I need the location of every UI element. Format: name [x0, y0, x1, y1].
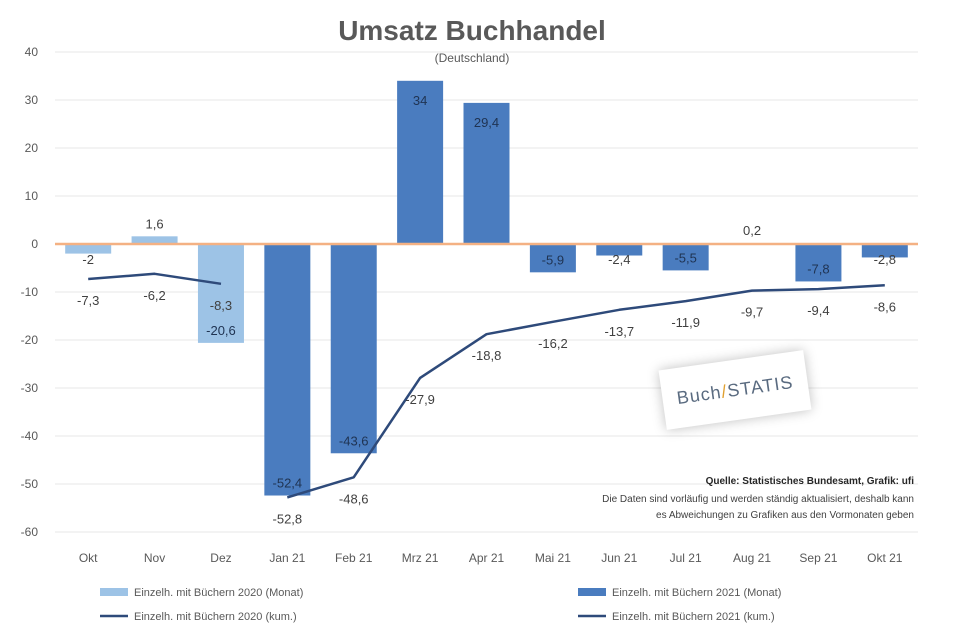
- bar-data-label: -5,9: [542, 252, 564, 267]
- bar-data-label: -20,6: [206, 323, 236, 338]
- y-tick-label: -20: [21, 333, 39, 347]
- x-tick-label: Jul 21: [670, 551, 702, 565]
- x-tick-label: Dez: [210, 551, 231, 565]
- x-tick-label: Okt: [79, 551, 98, 565]
- series-line: [88, 272, 222, 286]
- bar: [264, 244, 311, 496]
- legend-swatch: [578, 588, 606, 596]
- bar: [861, 244, 908, 258]
- data-labels: -2 1,6 -20,6 -52,4 -43,6 34 29,4 -5,9 -2,4 -5,5 0,…: [77, 93, 896, 527]
- bar: [65, 244, 112, 254]
- line-data-label: -27,9: [405, 392, 435, 407]
- x-tick-label: Jun 21: [601, 551, 637, 565]
- legend-swatch: [100, 588, 128, 596]
- x-tick-label: Okt 21: [867, 551, 903, 565]
- line-data-label: -52,8: [273, 511, 303, 526]
- line-data-label: -18,8: [472, 348, 502, 363]
- bar: [197, 244, 244, 343]
- y-axis: 40 30 20 10 0 -10 -20 -30 -40 -50 -60: [21, 45, 39, 539]
- line-data-label: -8,3: [210, 298, 232, 313]
- bar: [529, 244, 576, 273]
- chart-subtitle: (Deutschland): [435, 51, 510, 65]
- line-data-label: -7,3: [77, 293, 99, 308]
- bar: [662, 244, 709, 271]
- y-tick-label: 30: [25, 93, 39, 107]
- line-data-label: -8,6: [874, 299, 896, 314]
- series-lines: [88, 272, 885, 499]
- y-tick-label: 20: [25, 141, 39, 155]
- legend-label: Einzelh. mit Büchern 2021 (Monat): [612, 587, 781, 599]
- x-tick-label: Aug 21: [733, 551, 771, 565]
- x-tick-label: Feb 21: [335, 551, 373, 565]
- legend-label: Einzelh. mit Büchern 2021 (kum.): [612, 611, 775, 623]
- bar-data-label: 29,4: [474, 115, 499, 130]
- x-axis: Okt Nov Dez Jan 21 Feb 21 Mrz 21 Apr 21 Mai 21 J…: [79, 551, 903, 565]
- bar: [463, 102, 510, 244]
- line-data-label: -9,4: [807, 303, 829, 318]
- y-tick-label: -50: [21, 477, 39, 491]
- bar-data-label: -2,4: [608, 252, 630, 267]
- bar-data-label: -43,6: [339, 433, 369, 448]
- y-tick-label: -10: [21, 285, 39, 299]
- x-tick-label: Mrz 21: [402, 551, 439, 565]
- bar-data-label: -2: [82, 252, 94, 267]
- source-note-line-1: Die Daten sind vorläufig und werden stän…: [602, 494, 914, 505]
- source-title: Quelle: Statistisches Bundesamt, Grafik:…: [706, 476, 915, 487]
- logo-text: Buch/STATIS: [675, 371, 795, 408]
- bar-data-label: -52,4: [273, 476, 303, 491]
- line-data-label: -11,9: [671, 315, 700, 330]
- x-tick-label: Apr 21: [469, 551, 505, 565]
- bar-data-label: -5,5: [674, 250, 696, 265]
- y-tick-label: 0: [31, 237, 38, 251]
- bars: [65, 80, 908, 496]
- bar: [596, 244, 643, 256]
- y-tick-label: -40: [21, 429, 39, 443]
- bar: [397, 80, 444, 244]
- line-data-label: -6,2: [143, 288, 165, 303]
- line-data-label: -48,6: [339, 491, 369, 506]
- x-tick-label: Mai 21: [535, 551, 571, 565]
- line-data-label: -9,7: [741, 305, 763, 320]
- series-line: [286, 284, 885, 499]
- x-tick-label: Nov: [144, 551, 165, 565]
- bar-data-label: -7,8: [807, 261, 829, 276]
- y-tick-label: -60: [21, 525, 39, 539]
- bar: [330, 244, 377, 454]
- x-tick-label: Jan 21: [269, 551, 305, 565]
- y-tick-label: 40: [25, 45, 39, 59]
- source-note-line-2: es Abweichungen zu Grafiken aus den Vorm…: [656, 510, 914, 521]
- bar: [795, 244, 842, 282]
- chart-title: Umsatz Buchhandel: [338, 15, 606, 46]
- y-tick-label: 10: [25, 189, 39, 203]
- bar-data-label: 34: [413, 93, 427, 108]
- x-tick-label: Sep 21: [799, 551, 837, 565]
- legend-label: Einzelh. mit Büchern 2020 (kum.): [134, 611, 297, 623]
- line-data-label: -13,7: [604, 324, 634, 339]
- bar-data-label: 1,6: [146, 216, 164, 231]
- bar: [131, 236, 178, 244]
- line-data-label: -16,2: [538, 336, 568, 351]
- bar-data-label: -2,8: [874, 252, 896, 267]
- legend-label: Einzelh. mit Büchern 2020 (Monat): [134, 587, 303, 599]
- y-tick-label: -30: [21, 381, 39, 395]
- legend: Einzelh. mit Büchern 2020 (Monat) Einzelh…: [100, 587, 781, 623]
- bar-data-label: 0,2: [743, 223, 761, 238]
